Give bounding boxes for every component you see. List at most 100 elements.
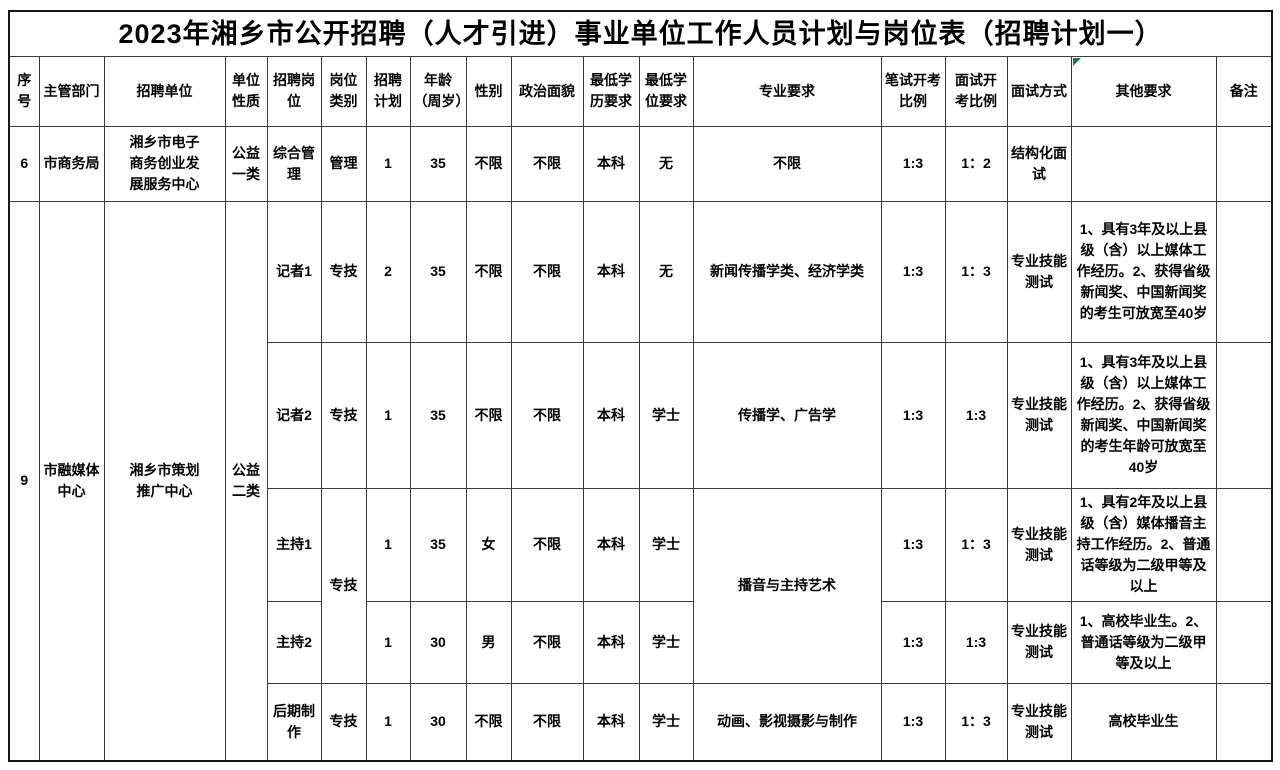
cell-j3-interview-method: 专业技能测试 [1006,600,1072,684]
cell-r9-unit: 湘乡市策划推广中心 [103,200,226,762]
cell-j1-political: 不限 [510,341,584,489]
cell-j4-gender: 不限 [465,682,512,762]
cell-j0-interview-ratio: 1：3 [944,200,1008,343]
cell-j0-major: 新闻传播学类、经济学类 [692,200,882,343]
cell-r9-seq: 9 [8,200,40,762]
cell-j0-note [1215,200,1273,343]
cell-j4-other: 高校毕业生 [1070,682,1217,762]
cell-r6-unit: 湘乡市电子商务创业发展服务中心 [103,125,226,202]
cell-r6-gender: 不限 [465,125,512,202]
cell-j1-category: 专技 [320,341,367,489]
cell-r9-nature: 公益二类 [224,200,268,762]
cell-j2-written-ratio: 1:3 [880,487,946,602]
cell-r6-note [1215,125,1273,202]
cell-j2-degree: 学士 [638,487,694,602]
col-header-other-label: 其他要求 [1115,82,1172,99]
col-header-edu: 最低学历要求 [582,55,640,127]
cell-j2-interview-ratio: 1：3 [944,487,1008,602]
col-header-post: 招聘岗位 [266,55,322,127]
col-header-gender: 性别 [465,55,512,127]
cell-j1-interview-method: 专业技能测试 [1006,341,1072,489]
cell-r6-interview-ratio: 1：2 [944,125,1008,202]
cell-j3-interview-ratio: 1:3 [944,600,1008,684]
col-header-plan: 招聘计划 [365,55,411,127]
cell-j2-major: 播音与主持艺术 [692,487,882,684]
cell-j4-edu: 本科 [582,682,640,762]
cell-j0-other: 1、具有3年及以上县级（含）以上媒体工作经历。2、获得省级新闻奖、中国新闻奖的考… [1070,200,1217,343]
table-row-6: 6 市商务局 湘乡市电子商务创业发展服务中心 公益一类 综合管理 管理 1 35… [8,125,1273,202]
col-header-age: 年龄（周岁） [409,55,467,127]
cell-r9-dept: 市融媒体中心 [38,200,105,762]
table-row-9-job-postproduction: 后期制作 专技 1 30 不限 不限 本科 学士 动画、影视摄影与制作 1:3 … [9,682,1273,762]
cell-r6-post: 综合管理 [266,125,322,202]
cell-r6-age: 35 [409,125,467,202]
cell-j2-post: 主持1 [266,487,322,602]
col-header-unit: 招聘单位 [103,55,226,127]
cell-j0-degree: 无 [638,200,694,343]
col-header-written-ratio: 笔试开考比例 [880,55,946,127]
cell-j1-written-ratio: 1:3 [880,341,946,489]
cell-j4-interview-method: 专业技能测试 [1006,682,1072,762]
cell-j3-gender: 男 [465,600,512,684]
cell-j1-age: 35 [409,341,467,489]
cell-j1-degree: 学士 [638,341,694,489]
cell-r6-unit-text: 湘乡市电子商务创业发展服务中心 [129,134,200,192]
col-header-major: 专业要求 [692,55,882,127]
cell-j4-degree: 学士 [638,682,694,762]
table-row-9-job-reporter1: 9 市融媒体中心 湘乡市策划推广中心 公益二类 记者1 专技 2 35 不限 不… [8,200,1273,762]
cell-j2-other: 1、具有2年及以上县级（含）媒体播音主持工作经历。2、普通话等级为二级甲等及以上 [1070,487,1217,602]
cell-j2-category: 专技 [320,487,367,684]
cell-r6-political: 不限 [510,125,584,202]
col-header-interview-method: 面试方式 [1006,55,1072,127]
col-header-dept: 主管部门 [38,55,105,127]
cell-j3-edu: 本科 [582,600,640,684]
cell-j4-category: 专技 [320,682,367,762]
cell-j4-political: 不限 [510,682,584,762]
cell-j1-note [1215,341,1273,489]
cell-j3-written-ratio: 1:3 [880,600,946,684]
cell-j0-gender: 不限 [465,200,512,343]
cell-j1-gender: 不限 [465,341,512,489]
recruitment-table: 2023年湘乡市公开招聘（人才引进）事业单位工作人员计划与岗位表（招聘计划一） … [8,10,1274,762]
cell-r6-major: 不限 [692,125,882,202]
col-header-political: 政治面貌 [510,55,584,127]
cell-j0-edu: 本科 [582,200,640,343]
cell-j0-category: 专技 [320,200,367,343]
cell-j2-gender: 女 [465,487,512,602]
cell-j1-other: 1、具有3年及以上县级（含）以上媒体工作经历。2、获得省级新闻奖、中国新闻奖的考… [1070,341,1217,489]
cell-j1-edu: 本科 [582,341,640,489]
cell-r6-other [1070,125,1217,202]
table-row-9-job-host1: 主持1 专技 1 35 女 不限 本科 学士 播音与主持艺术 1:3 1：3 专… [9,487,1273,684]
table-row-9-job-host2: 主持2 1 30 男 不限 本科 学士 1:3 1:3 专业技能测试 1、高校毕… [9,600,1273,684]
col-header-seq: 序号 [8,55,40,127]
col-header-nature: 单位性质 [224,55,268,127]
cell-r6-written-ratio: 1:3 [880,125,946,202]
cell-j4-plan: 1 [365,682,411,762]
cell-j0-age: 35 [409,200,467,343]
cell-j4-written-ratio: 1:3 [880,682,946,762]
cell-j3-degree: 学士 [638,600,694,684]
cell-j4-interview-ratio: 1：3 [944,682,1008,762]
cell-r6-dept: 市商务局 [38,125,105,202]
cell-r6-edu: 本科 [582,125,640,202]
col-header-interview-ratio: 面试开考比例 [944,55,1008,127]
cell-j2-interview-method: 专业技能测试 [1006,487,1072,602]
cell-j1-major: 传播学、广告学 [692,341,882,489]
cell-r6-seq: 6 [8,125,40,202]
cell-j0-political: 不限 [510,200,584,343]
cell-r6-interview-method: 结构化面试 [1006,125,1072,202]
cell-j3-plan: 1 [365,600,411,684]
cell-j3-note [1215,600,1273,684]
cell-r6-nature: 公益一类 [224,125,268,202]
cell-j4-post: 后期制作 [266,682,322,762]
cell-j3-age: 30 [409,600,467,684]
cell-j4-note [1215,682,1273,762]
cell-r6-category: 管理 [320,125,367,202]
cell-j2-age: 35 [409,487,467,602]
cell-j3-other: 1、高校毕业生。2、普通话等级为二级甲等及以上 [1070,600,1217,684]
cell-j3-post: 主持2 [266,600,322,684]
col-header-note: 备注 [1215,55,1273,127]
cell-j0-plan: 2 [365,200,411,343]
table-row-9-job-reporter2: 记者2 专技 1 35 不限 不限 本科 学士 传播学、广告学 1:3 1:3 … [9,341,1273,489]
col-header-category: 岗位类别 [320,55,367,127]
